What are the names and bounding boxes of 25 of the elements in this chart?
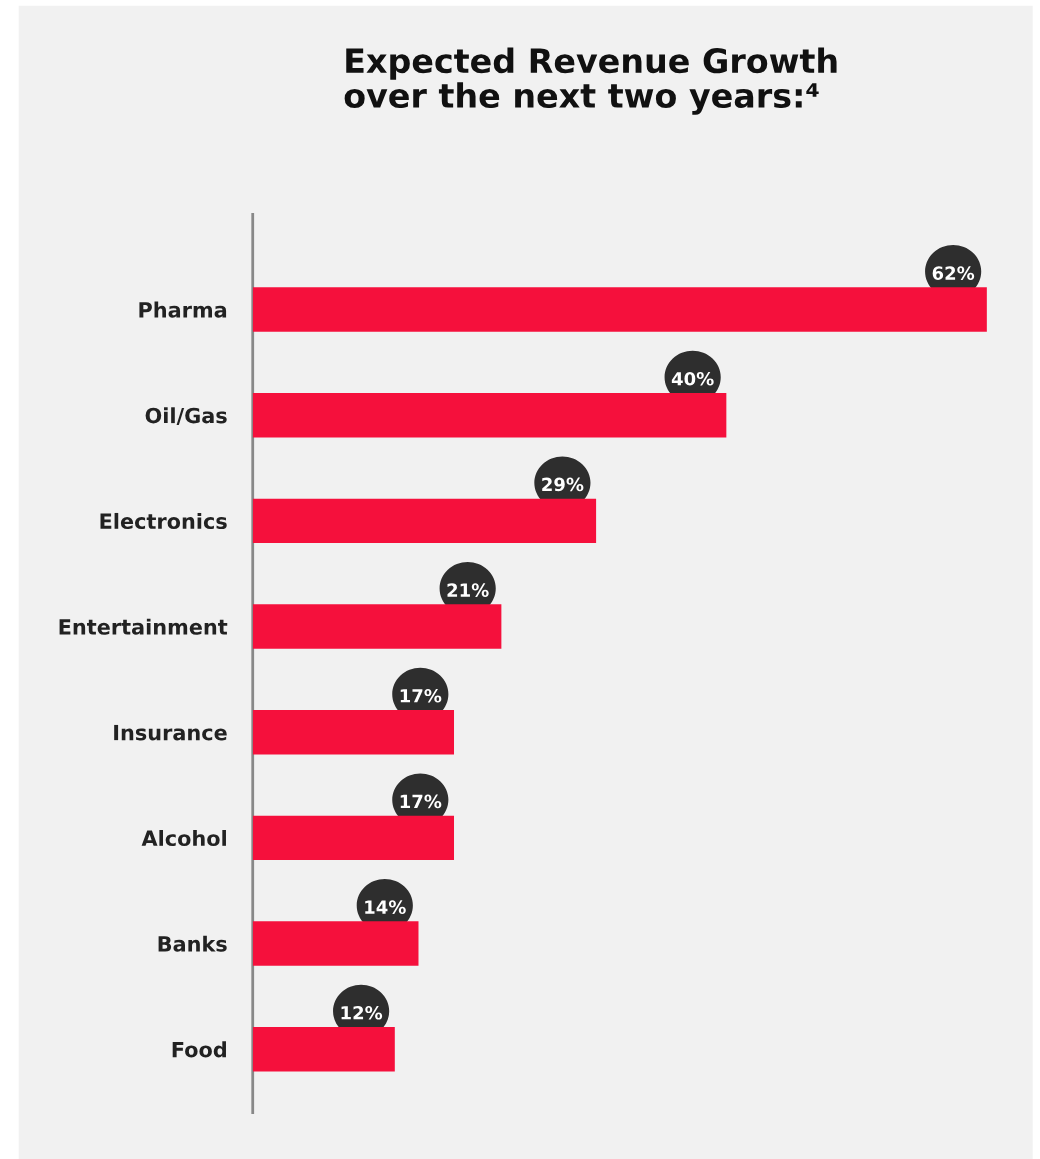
data-label: 12% <box>341 1005 383 1020</box>
data-label: 21% <box>447 583 489 597</box>
bar <box>252 815 455 861</box>
y-tick-label: Pharma <box>139 301 227 318</box>
y-tick-label: Banks <box>158 935 227 952</box>
data-label: 29% <box>542 477 584 492</box>
y-tick-label: Alcohol <box>141 829 226 847</box>
y-tick-label: Oil/Gas <box>145 407 227 426</box>
bar <box>252 287 987 332</box>
bar <box>252 393 727 438</box>
bar <box>252 1027 395 1072</box>
chart-title: Expected Revenue Growth over the next two years:⁴ <box>344 47 837 115</box>
bar <box>252 921 419 966</box>
bar <box>252 498 597 544</box>
y-tick-label: Electronics <box>100 512 227 530</box>
y-tick-label: Insurance <box>114 724 227 741</box>
data-label: 17% <box>400 688 442 703</box>
data-label: 14% <box>365 900 406 914</box>
data-label: 40% <box>671 371 714 386</box>
bar <box>252 710 455 755</box>
bar <box>252 604 502 649</box>
y-tick-label: Entertainment <box>59 618 228 635</box>
y-tick-label: Food <box>172 1041 226 1058</box>
data-label: 17% <box>400 794 442 809</box>
data-label: 62% <box>932 266 975 280</box>
